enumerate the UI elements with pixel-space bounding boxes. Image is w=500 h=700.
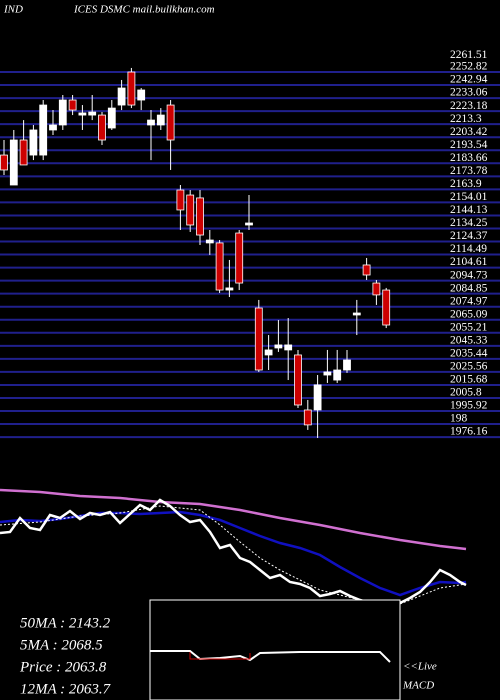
chart-subtitle: ICES DSMC mail.bullkhan.com [73, 4, 215, 16]
candle-body [333, 369, 342, 381]
candle-body [78, 112, 87, 116]
y-tick-label: 2045.33 [450, 334, 488, 346]
y-tick-label: 2223.18 [450, 100, 488, 112]
candle-body [225, 287, 234, 291]
price-label: Price : 2063.8 [19, 659, 107, 675]
candle-body [39, 104, 48, 156]
ma5-label: 5MA : 2068.5 [20, 637, 103, 653]
y-tick-label: 1995.92 [450, 400, 488, 412]
y-tick-label: 2183.66 [450, 152, 488, 164]
ma-long [0, 488, 467, 551]
grid [0, 71, 500, 439]
macd-panel [149, 599, 401, 700]
candle-body [274, 344, 283, 349]
y-tick-label: 2261.51 [450, 49, 488, 61]
candle-body [186, 194, 195, 226]
ma-short [0, 505, 467, 605]
candle-body [19, 139, 28, 166]
y-tick-label: 2074.97 [450, 295, 488, 307]
y-tick-label: 2055.21 [450, 321, 488, 333]
candle-body [137, 89, 146, 101]
y-tick-label: 1976.16 [450, 426, 488, 438]
candle-body [284, 344, 293, 351]
candle-body [205, 239, 214, 244]
macd-line [150, 650, 391, 663]
y-tick-label: 2065.09 [450, 308, 488, 320]
candle-body [166, 104, 175, 141]
ma12-label: 12MA : 2063.7 [20, 681, 112, 697]
y-tick-label: 2035.44 [450, 348, 488, 360]
chart-title: IND [3, 4, 23, 16]
y-tick-label: 2233.06 [450, 87, 488, 99]
candle-body [235, 232, 244, 284]
y-tick-label: 2144.13 [450, 204, 488, 216]
y-tick-label: 2025.56 [450, 361, 488, 373]
candle-body [313, 384, 322, 411]
candle-body [29, 129, 38, 156]
candle-body [196, 197, 204, 236]
candle-body [323, 371, 332, 376]
candle-body [98, 114, 106, 141]
macd-label: MACD [402, 680, 434, 692]
candle-body [352, 312, 361, 316]
y-tick-label: 198 [450, 413, 468, 425]
y-tick-label: 2084.85 [450, 282, 488, 294]
y-tick-label: 2203.42 [450, 126, 488, 138]
live-label: <<Live [403, 661, 437, 673]
candle-body [215, 242, 224, 291]
candle-body [343, 359, 351, 371]
y-tick-label: 2114.49 [450, 243, 487, 255]
candle-body [372, 282, 381, 296]
candle-body [156, 114, 165, 126]
y-tick-label: 2163.9 [450, 178, 482, 190]
y-tick-label: 2104.61 [450, 256, 488, 268]
macd-box [149, 599, 401, 700]
y-tick-label: 2134.25 [450, 217, 488, 229]
candle-body [117, 87, 126, 106]
candle-body [245, 222, 253, 226]
candle-body [294, 354, 302, 406]
y-tick-label: 2124.37 [450, 230, 488, 242]
macd-signal [189, 652, 251, 660]
candle-body [382, 289, 391, 326]
candle-body [9, 139, 18, 186]
candle-body [127, 71, 136, 106]
candle-body [107, 107, 116, 129]
y-tick-label: 2252.82 [450, 61, 488, 73]
y-tick-label: 2005.8 [450, 387, 482, 399]
candle-body [49, 124, 57, 131]
candle-body [264, 349, 273, 356]
candle-body [58, 99, 67, 126]
y-tick-label: 2015.68 [450, 374, 488, 386]
y-tick-label: 2094.73 [450, 269, 488, 281]
candle-body [303, 409, 312, 426]
candle-body [68, 99, 77, 111]
y-tick-label: 2193.54 [450, 139, 488, 151]
y-tick-label: 2173.78 [450, 165, 488, 177]
candle-body [254, 307, 263, 371]
y-tick-label: 2242.94 [450, 74, 488, 86]
candle-body [0, 154, 8, 171]
candles [0, 67, 391, 438]
y-tick-label: 2154.01 [450, 191, 488, 203]
candle-body [176, 189, 185, 211]
candle-body [362, 264, 371, 276]
ma50-label: 50MA : 2143.2 [20, 615, 111, 631]
candle-body [147, 119, 155, 126]
y-tick-label: 2213.3 [450, 113, 482, 125]
candle-body [88, 111, 97, 116]
